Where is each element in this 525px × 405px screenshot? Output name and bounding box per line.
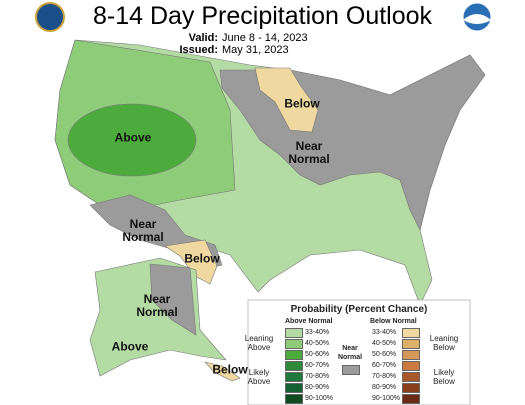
legend-swatch-label: 50-60% xyxy=(372,351,397,358)
legend-swatch-label: 33-40% xyxy=(305,329,330,336)
valid-label: Valid: xyxy=(188,32,218,44)
above-core xyxy=(67,103,197,177)
legend-swatch xyxy=(285,383,303,393)
legend-below-header: Below Normal xyxy=(370,318,417,325)
legend-swatch xyxy=(402,383,420,393)
title: 8-14 Day Precipitation Outlook xyxy=(92,2,433,30)
legend-swatch xyxy=(402,350,420,360)
legend-swatch-label: 70-80% xyxy=(372,373,397,380)
legend-swatch xyxy=(285,372,303,382)
legend-swatch-label: 90-100% xyxy=(305,395,334,402)
legend-swatch xyxy=(402,372,420,382)
legend-above-header: Above Normal xyxy=(285,318,333,325)
map-label: Below xyxy=(184,251,220,266)
legend-swatch-label: 80-90% xyxy=(305,384,330,391)
legend-swatch xyxy=(402,328,420,338)
legend-swatch-label: 80-90% xyxy=(372,384,397,391)
legend-title: Probability (Percent Chance) xyxy=(290,304,428,315)
issued-value: May 31, 2023 xyxy=(222,44,289,56)
map-label: Near Normal xyxy=(122,217,164,244)
legend-swatch-label: 40-50% xyxy=(305,340,330,347)
legend-swatch-label: 33-40% xyxy=(372,329,397,336)
map-label: Near Normal xyxy=(288,139,330,166)
legend-group-label: Leaning Above xyxy=(244,334,274,352)
legend-group-label: Likely Below xyxy=(433,368,455,386)
alaska-near-normal xyxy=(149,263,197,336)
legend-swatch-label: 90-100% xyxy=(372,395,401,402)
issued-label: Issued: xyxy=(179,44,218,56)
map-label: Below xyxy=(212,362,248,377)
legend-group-label: Likely Above xyxy=(247,368,271,386)
legend-group-label: Leaning Below xyxy=(429,334,459,352)
legend-swatch xyxy=(285,350,303,360)
legend-swatch-label: 60-70% xyxy=(372,362,397,369)
legend-swatch xyxy=(285,339,303,349)
doc-logo xyxy=(35,2,65,32)
legend-swatch xyxy=(285,328,303,338)
legend-swatch-label: 60-70% xyxy=(305,362,330,369)
legend-swatch-label: 70-80% xyxy=(305,373,330,380)
map-label: Above xyxy=(111,339,149,354)
legend-swatch-label: 40-50% xyxy=(372,340,397,347)
below-north xyxy=(254,67,319,133)
legend-swatch xyxy=(402,394,420,404)
legend-near-label: Near Normal xyxy=(337,345,363,361)
map-label: Above xyxy=(114,130,152,145)
noaa-logo-bird xyxy=(463,14,491,24)
legend-swatch xyxy=(285,394,303,404)
map-label: Below xyxy=(284,96,320,111)
map-label: Near Normal xyxy=(136,292,178,319)
legend-swatch-label: 50-60% xyxy=(305,351,330,358)
legend-near-swatch xyxy=(342,365,360,375)
below-southwest xyxy=(164,239,218,285)
legend-swatch xyxy=(285,361,303,371)
valid-value: June 8 - 14, 2023 xyxy=(222,32,308,44)
legend-swatch xyxy=(402,339,420,349)
aleutian-below xyxy=(204,361,241,382)
legend-swatch xyxy=(402,361,420,371)
